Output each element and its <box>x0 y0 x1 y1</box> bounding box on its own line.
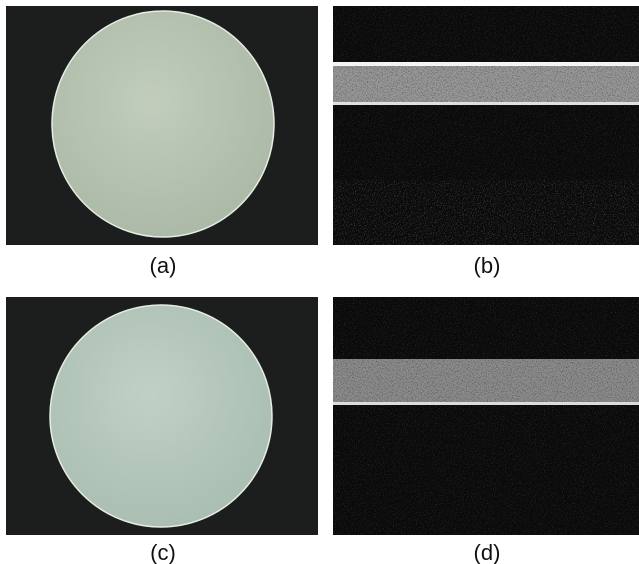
photo-panel <box>6 6 318 245</box>
oct-panel <box>333 6 639 245</box>
oct-panel <box>333 297 639 535</box>
panel-label: (d) <box>474 540 501 564</box>
panel-label: (b) <box>474 253 501 278</box>
photo-panel <box>6 297 318 535</box>
panel-label: (c) <box>150 540 176 564</box>
panel-label: (a) <box>150 253 177 278</box>
figure: (a) (b) (c) (d) <box>0 0 639 564</box>
